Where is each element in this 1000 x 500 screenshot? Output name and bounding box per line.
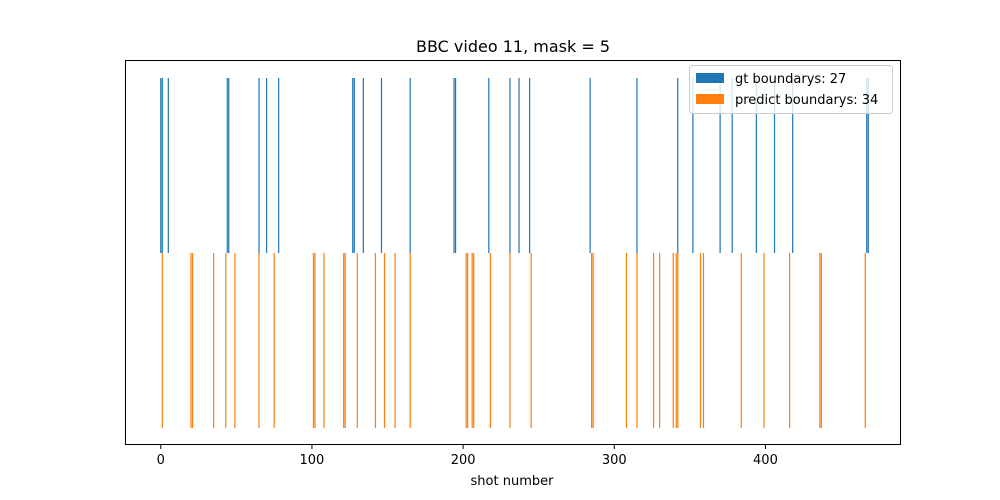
predict-boundary-bar xyxy=(258,253,260,428)
x-axis-label: shot number xyxy=(471,474,555,489)
plot-frame xyxy=(125,60,901,445)
x-tick-label: 300 xyxy=(602,453,627,468)
predict-boundary-bar xyxy=(677,253,679,428)
gt-boundary-bar xyxy=(692,78,694,253)
predict-boundary-bar xyxy=(190,253,192,428)
predict-boundary-bar xyxy=(675,253,677,428)
predict-boundary-bar xyxy=(467,253,469,428)
gt-boundary-bar xyxy=(866,78,868,253)
legend: gt boundarys: 27 predict boundarys: 34 xyxy=(689,65,893,114)
gt-boundary-bar xyxy=(454,78,457,253)
predict-boundary-bar xyxy=(530,253,532,428)
predict-boundary-bar xyxy=(383,253,386,428)
predict-boundary-bar xyxy=(659,253,661,428)
predict-boundary-bar xyxy=(591,253,593,428)
predict-boundary-bar xyxy=(789,253,791,428)
gt-boundary-bar xyxy=(380,78,383,253)
gt-boundary-bar xyxy=(258,78,260,253)
predict-boundary-bar xyxy=(394,253,396,428)
predict-boundary-bar xyxy=(471,253,473,428)
gt-boundary-bar xyxy=(228,78,230,253)
predict-boundary-bar xyxy=(672,253,674,428)
gt-boundary-bar xyxy=(160,78,162,253)
predict-boundary-bar xyxy=(702,253,705,428)
gt-boundary-bar xyxy=(161,78,163,253)
gt-boundary-bar xyxy=(773,78,776,253)
gt-boundary-bar xyxy=(719,78,721,253)
x-tick-label: 100 xyxy=(300,453,325,468)
gt-bars-group xyxy=(160,78,869,253)
legend-frame xyxy=(689,65,893,114)
predict-boundary-bar xyxy=(699,253,702,428)
gt-boundary-bar xyxy=(265,78,268,253)
predict-boundary-bar xyxy=(343,253,345,428)
legend-label-gt: gt boundarys: 27 xyxy=(735,72,846,87)
gt-boundary-bar xyxy=(409,78,411,253)
gt-boundary-bar xyxy=(453,78,455,253)
predict-boundary-bar xyxy=(652,253,655,428)
gt-boundary-bar xyxy=(488,78,490,253)
predict-bars-group xyxy=(161,253,866,428)
predict-boundary-bar xyxy=(473,253,475,428)
predict-boundary-bar xyxy=(864,253,866,428)
gt-boundary-bar xyxy=(589,78,591,253)
chart-title: BBC video 11, mask = 5 xyxy=(416,37,610,56)
predict-boundary-bar xyxy=(323,253,325,428)
predict-boundary-bar xyxy=(636,253,638,428)
predict-boundary-bar xyxy=(273,253,275,428)
predict-boundary-bar xyxy=(763,253,765,428)
predict-boundary-bar xyxy=(225,253,227,428)
gt-boundary-bar xyxy=(167,78,169,253)
gt-boundary-bar xyxy=(529,78,531,253)
legend-label-predict: predict boundarys: 34 xyxy=(735,93,878,108)
predict-boundary-bar xyxy=(740,253,742,428)
gt-boundary-bar xyxy=(353,78,355,253)
gt-boundary-bar xyxy=(677,78,679,253)
predict-boundary-bar xyxy=(465,253,467,428)
gt-boundary-bar xyxy=(636,78,638,253)
gt-boundary-bar xyxy=(731,78,733,253)
legend-swatch-predict xyxy=(696,94,724,104)
predict-boundary-bar xyxy=(213,253,215,428)
predict-boundary-bar xyxy=(234,253,236,428)
predict-boundary-bar xyxy=(409,253,411,428)
predict-boundary-bar xyxy=(314,253,316,428)
x-tick-label: 200 xyxy=(451,453,476,468)
x-axis: 0 100 200 300 400 xyxy=(157,444,778,468)
predict-boundary-bar xyxy=(509,253,511,428)
gt-boundary-bar xyxy=(518,78,520,253)
gt-boundary-bar xyxy=(226,78,228,253)
gt-boundary-bar xyxy=(509,78,511,253)
gt-boundary-bar xyxy=(755,78,757,253)
predict-boundary-bar xyxy=(592,253,594,428)
predict-boundary-bar xyxy=(356,253,358,428)
gt-boundary-bar xyxy=(867,78,869,253)
gt-boundary-bar xyxy=(792,78,794,253)
predict-boundary-bar xyxy=(625,253,627,428)
predict-boundary-bar xyxy=(820,253,822,428)
x-tick-label: 0 xyxy=(157,453,165,468)
legend-swatch-gt xyxy=(696,73,724,83)
gt-boundary-bar xyxy=(278,78,280,253)
predict-boundary-bar xyxy=(374,253,377,428)
predict-boundary-bar xyxy=(161,253,163,428)
predict-boundary-bar xyxy=(819,253,821,428)
predict-boundary-bar xyxy=(312,253,315,428)
predict-boundary-bar xyxy=(489,253,491,428)
gt-boundary-bar xyxy=(362,78,364,253)
predict-boundary-bar xyxy=(191,253,194,428)
x-tick-label: 400 xyxy=(753,453,778,468)
predict-boundary-bar xyxy=(344,253,346,428)
gt-boundary-bar xyxy=(352,78,354,253)
